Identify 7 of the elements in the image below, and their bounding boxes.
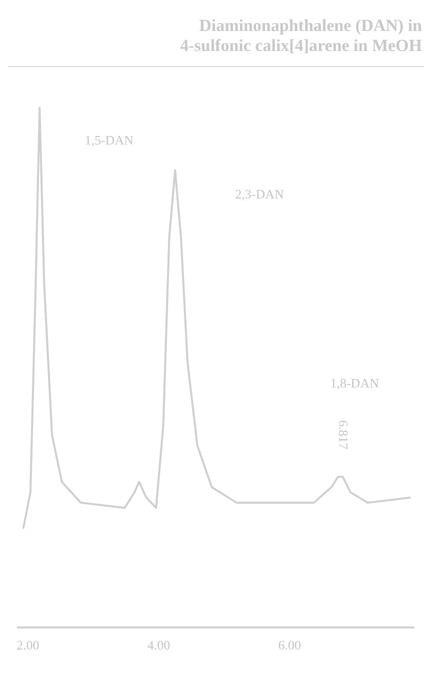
x-tick-label: 2.00 [16,638,40,653]
annotation: 1,8-DAN [330,376,380,391]
x-tick-label: 6.00 [278,638,302,653]
x-tick-label: 4.00 [147,638,170,653]
annotation: 2,3-DAN [235,186,285,202]
annotation: 1,5-DAN [84,132,134,148]
annotation: 6.817 [336,420,352,450]
